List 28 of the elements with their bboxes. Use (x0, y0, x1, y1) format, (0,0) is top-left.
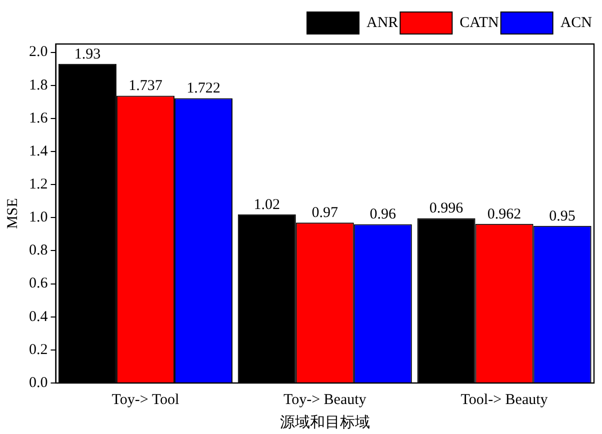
x-tick-label: Toy-> Beauty (283, 392, 367, 408)
data-label: 0.996 (429, 200, 464, 217)
legend-label: CATN (460, 14, 499, 31)
y-tick-label: 1.4 (29, 143, 48, 160)
y-tick-label: 0.8 (29, 242, 48, 259)
data-label: 0.96 (370, 206, 397, 223)
y-tick-label: 1.2 (29, 176, 48, 192)
y-tick-label: 2.0 (29, 44, 48, 60)
y-tick-label: 1.0 (29, 210, 48, 226)
x-tick-label: Tool-> Beauty (460, 392, 548, 408)
data-label: 1.93 (74, 46, 101, 62)
y-tick-label: 0.2 (29, 342, 48, 358)
data-label: 1.02 (254, 196, 280, 213)
y-tick-label: 1.8 (29, 77, 48, 94)
data-label: 0.962 (487, 206, 522, 222)
legend-label: ACN (560, 14, 592, 31)
data-label: 0.97 (312, 205, 338, 222)
legend-label: ANR (366, 14, 398, 31)
data-label: 1.722 (186, 80, 220, 97)
y-tick-label: 1.6 (29, 110, 48, 126)
x-tick-label: Toy-> Tool (112, 392, 180, 408)
y-axis-title: MSE (4, 198, 21, 229)
y-tick-label: 0.0 (29, 374, 48, 391)
x-axis-title: 源域和目标域 (280, 414, 370, 431)
data-label: 1.737 (128, 78, 163, 94)
y-tick-label: 0.6 (29, 276, 48, 292)
data-label: 0.95 (549, 208, 576, 224)
y-tick-label: 0.4 (29, 308, 48, 325)
